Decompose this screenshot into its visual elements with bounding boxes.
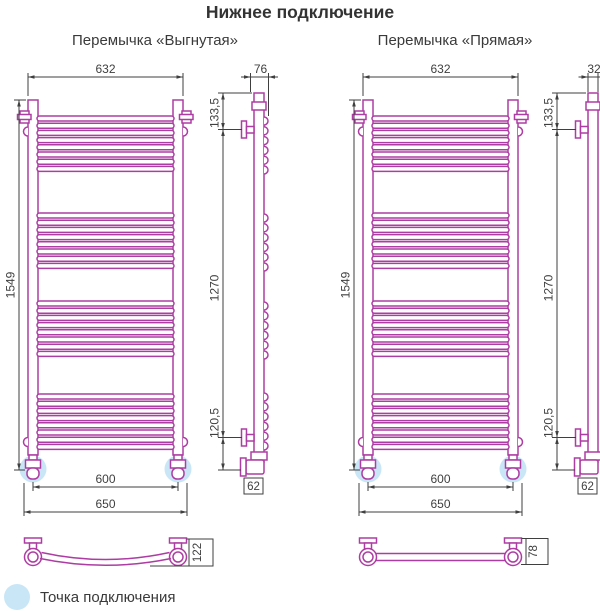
curved-rung-bump — [263, 232, 269, 243]
boss — [22, 126, 29, 137]
boss — [517, 126, 524, 137]
curved-rung-bump — [263, 155, 269, 165]
boss — [357, 126, 364, 137]
curved-rung-bump — [263, 116, 269, 126]
dim-label-variants-1-jumper-depth: 78 — [528, 545, 540, 558]
dim-label-variants-0-side-bottom_offset: 120,5 — [208, 408, 222, 438]
curved-rung-bump — [263, 145, 269, 156]
boss — [182, 436, 189, 448]
curved-rung-bump — [263, 392, 269, 402]
dim-label-variants-0-side-top_offset: 133,5 — [208, 98, 222, 128]
page-title: Нижнее подключение — [205, 2, 395, 22]
dim-label-variants-1-side-bracket_span: 1270 — [542, 274, 556, 301]
legend-label: Точка подключения — [40, 589, 175, 606]
curved-rung-bump — [263, 135, 269, 146]
front-view: 632 1549 600 650 — [4, 62, 194, 516]
curved-rung-bump — [263, 330, 269, 341]
variant-title-curved: Перемычка «Выгнутая» — [71, 32, 238, 49]
curved-rung-bump — [263, 223, 269, 233]
dim-label-variants-1-side-depth: 32 — [587, 62, 600, 76]
side-view: 32 133,5 1270 120,5 62 — [542, 62, 600, 495]
dim-label-variants-1-side-outlet: 62 — [581, 481, 594, 493]
tube-group — [371, 115, 510, 451]
front-view: 632 1549 600 650 — [339, 62, 529, 516]
dim-label-variants-0-front-total_width: 650 — [95, 497, 115, 511]
curved-rung-bump — [263, 350, 269, 360]
tube-group — [36, 115, 175, 451]
variant-title-straight: Перемычка «Прямая» — [377, 32, 533, 49]
curved-rung-bump — [263, 242, 269, 253]
curved-rung-bump — [263, 252, 269, 262]
curved-jumper-tube — [41, 551, 170, 561]
curved-rung-bump — [263, 301, 269, 311]
curved-rung-bump — [263, 311, 269, 321]
boss — [22, 436, 29, 448]
curved-rung-bump — [263, 411, 269, 422]
dim-label-variants-0-front-conn_spacing: 600 — [95, 472, 115, 486]
curved-rung-bump — [263, 320, 269, 331]
dim-label-variants-0-jumper-depth: 122 — [192, 543, 204, 562]
legend: Точка подключения — [4, 584, 175, 610]
curved-rung-bump — [263, 340, 269, 350]
dim-label-variants-1-front-width: 632 — [430, 62, 450, 76]
curved-rung-bump — [263, 165, 269, 175]
dim-label-variants-1-side-top_offset: 133,5 — [542, 98, 556, 128]
dim-label-variants-1-side-bottom_offset: 120,5 — [542, 408, 556, 438]
dim-label-variants-0-front-width: 632 — [95, 62, 115, 76]
legend-dot — [4, 584, 30, 610]
dim-label-variants-0-side-outlet: 62 — [247, 481, 260, 493]
curved-rung-bump — [263, 213, 269, 223]
curved-rung-bump — [263, 126, 269, 136]
boss — [357, 436, 364, 448]
dim-label-variants-0-front-height: 1549 — [4, 271, 18, 298]
curved-rung-bump — [263, 402, 269, 412]
dim-label-variants-1-front-height: 1549 — [339, 271, 353, 298]
curved-rung-bump — [263, 441, 269, 451]
boss — [182, 126, 189, 137]
jumper-top-view-straight: 78 — [358, 537, 549, 567]
jumper-top-view-curved: 122 — [23, 537, 214, 567]
curved-rung-bump — [263, 421, 269, 432]
dim-label-variants-0-side-bracket_span: 1270 — [208, 274, 222, 301]
dim-label-variants-1-front-total_width: 650 — [430, 497, 450, 511]
curved-rung-bump — [263, 262, 269, 272]
dim-label-variants-0-side-depth: 76 — [254, 62, 268, 76]
curved-rung-bump — [263, 431, 269, 441]
dim-label-variants-1-front-conn_spacing: 600 — [430, 472, 450, 486]
boss — [517, 436, 524, 448]
side-view: 76 133,5 1270 120,5 62 — [208, 62, 278, 495]
